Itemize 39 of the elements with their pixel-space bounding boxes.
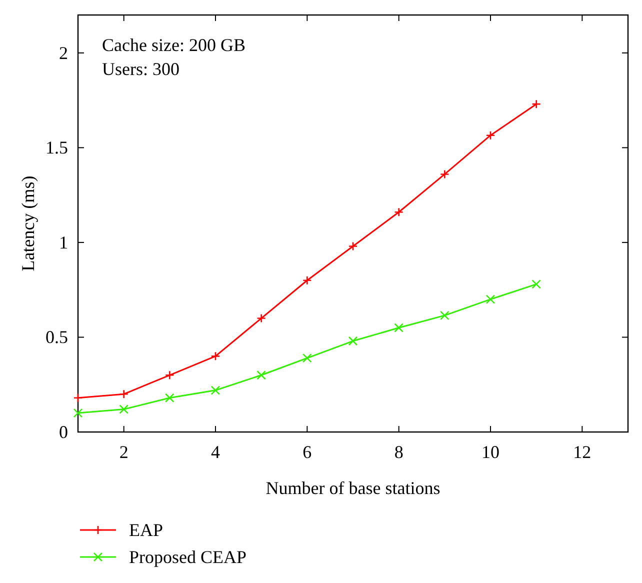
- point: [73, 408, 83, 418]
- y-axis-title: Latency (ms): [18, 176, 38, 272]
- point: [440, 170, 450, 179]
- point: [440, 310, 450, 320]
- y-tick-label: 1.5: [46, 138, 68, 158]
- point: [210, 352, 220, 361]
- point: [394, 323, 404, 332]
- point: [486, 294, 496, 304]
- point: [348, 336, 358, 346]
- x-tick-label: 8: [394, 442, 404, 462]
- x-tick-label: 2: [119, 442, 128, 462]
- x-tick-label: 12: [573, 442, 592, 462]
- point: [348, 242, 358, 251]
- point: [532, 280, 541, 289]
- legend-label: Proposed CEAP: [129, 547, 247, 567]
- point: [73, 393, 83, 403]
- annotation: Users: 300: [102, 59, 180, 79]
- y-tick-label: 0: [59, 422, 68, 442]
- point: [256, 314, 266, 323]
- point: [165, 370, 174, 380]
- point: [532, 99, 541, 109]
- x-tick-label: 6: [302, 442, 312, 462]
- point: [302, 353, 312, 363]
- point: [119, 389, 128, 399]
- point: [486, 130, 496, 140]
- x-axis-title: Number of base stations: [266, 478, 440, 498]
- y-tick-label: 1: [59, 232, 68, 252]
- legend-label: EAP: [129, 520, 164, 540]
- point: [119, 404, 128, 414]
- point: [302, 276, 312, 286]
- x-tick-label: 4: [211, 442, 220, 462]
- y-tick-label: 0.5: [46, 327, 68, 348]
- point: [256, 370, 266, 380]
- point: [394, 207, 404, 217]
- y-tick-label: 2: [59, 42, 68, 63]
- point: [210, 386, 220, 395]
- annotation: Cache size: 200 GB: [102, 35, 246, 55]
- point: [165, 393, 174, 403]
- x-tick-label: 10: [482, 442, 500, 462]
